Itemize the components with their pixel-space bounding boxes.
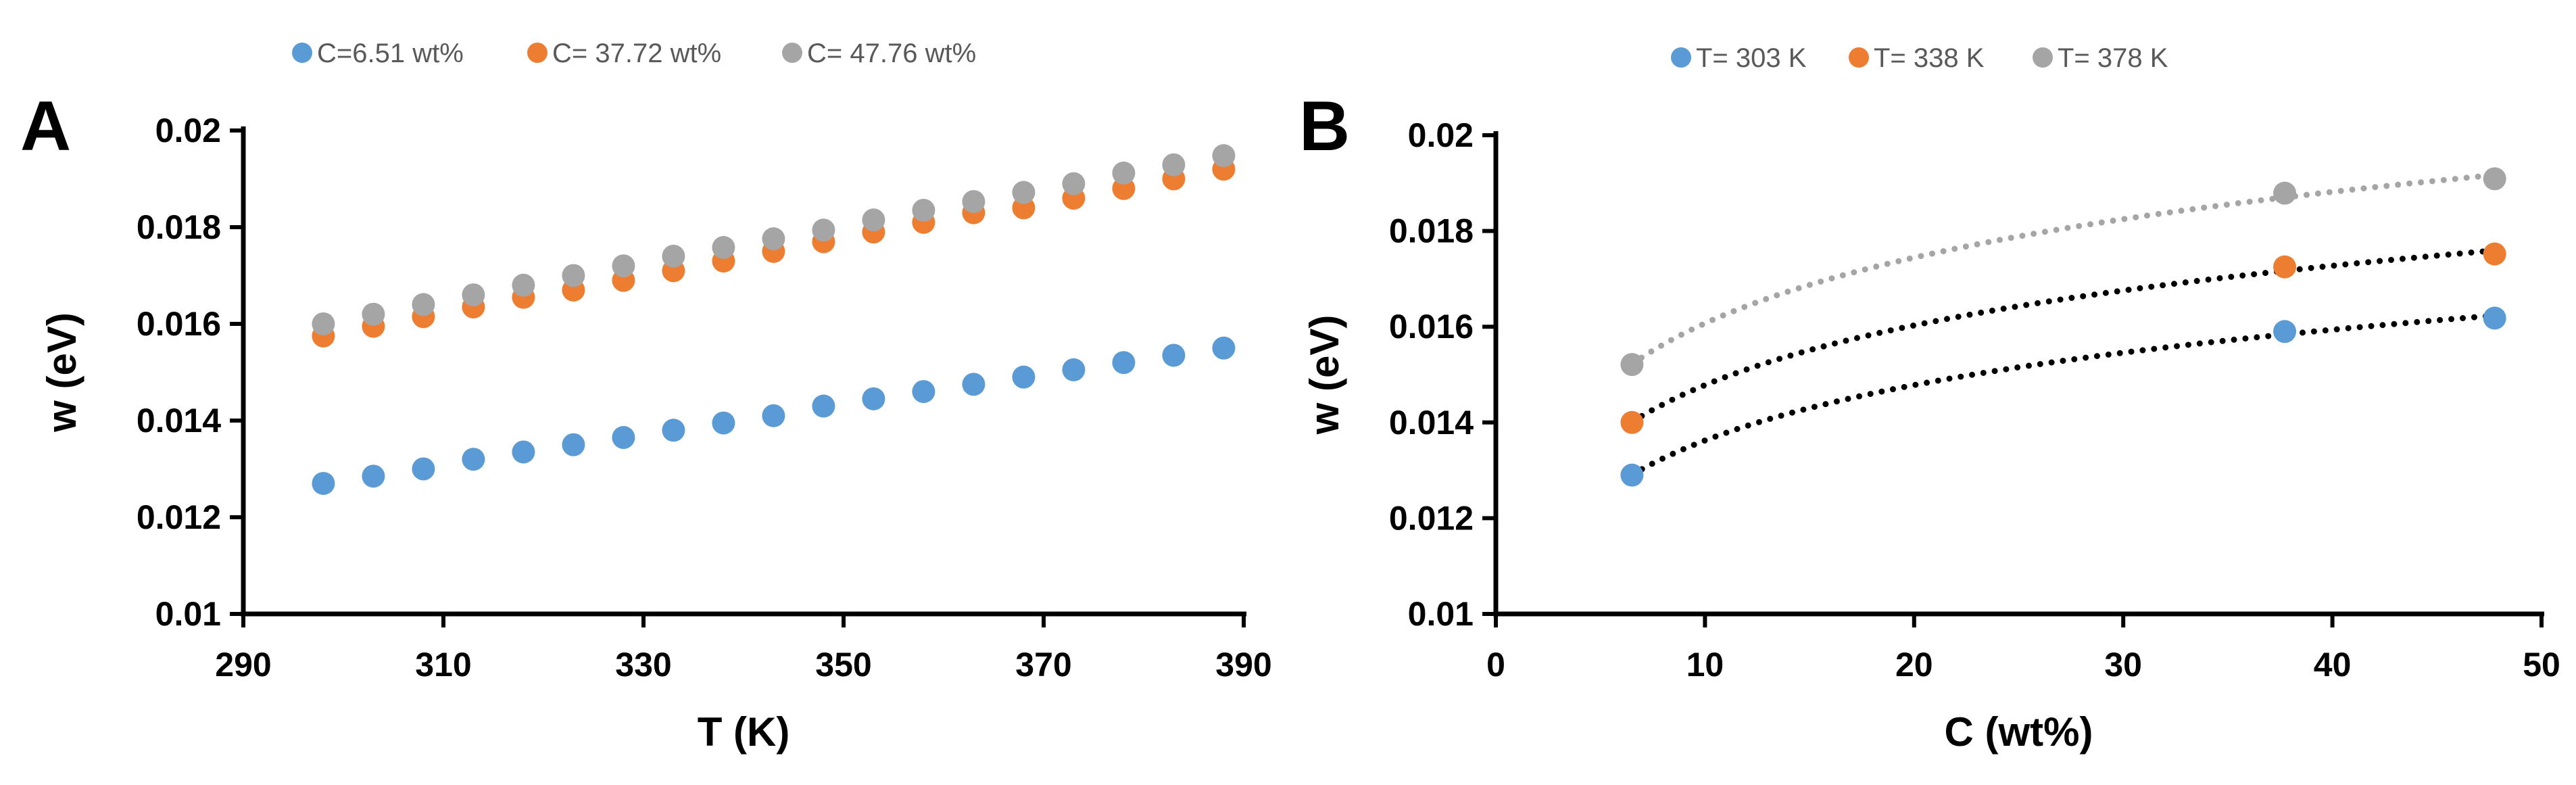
x-tick-label: 30 [2104, 646, 2142, 684]
x-tick-label: 330 [615, 646, 671, 684]
legend-marker-1 [527, 43, 548, 63]
data-point-series-2 [1012, 181, 1036, 204]
data-point-series-2 [762, 227, 785, 251]
data-point-series-0 [1162, 343, 1186, 367]
data-point-series-2 [662, 244, 685, 268]
trendline-2 [1628, 172, 2498, 367]
data-point-series-2 [1112, 161, 1136, 185]
data-point-series-0 [1212, 336, 1236, 360]
legend-marker-2 [782, 43, 802, 63]
x-tick-label: 20 [1895, 646, 1933, 684]
data-point-series-2 [712, 236, 735, 260]
data-point-series-2 [1162, 153, 1186, 176]
data-point-series-0 [312, 471, 335, 495]
x-tick-label: 0 [1486, 646, 1505, 684]
y-tick-label: 0.018 [1389, 212, 1474, 250]
y-tick-label: 0.014 [1389, 404, 1474, 442]
x-tick-label: 350 [815, 646, 871, 684]
legend-label-1: T= 338 K [1874, 43, 1985, 73]
panel-label: B [1299, 87, 1350, 166]
data-point-series-0 [662, 419, 685, 442]
y-axis-title: w (eV) [39, 312, 84, 433]
legend-marker-0 [292, 43, 312, 63]
data-point-series-2 [1062, 172, 1086, 195]
panel-a-temperature-plot: A C=6.51 wt% C= 37.72 wt% C= 47.76 wt% 0.01 0… [20, 39, 1272, 755]
panel-b-concentration-plot: B T= 303 K T= 338 K T= 378 K 0.01 0.012 0.014 0… [1299, 43, 2560, 755]
data-point-series-2 [2273, 181, 2297, 205]
y-tick-label: 0.01 [155, 595, 221, 633]
data-point-series-2 [2483, 167, 2506, 191]
trendline-1 [1628, 247, 2498, 425]
x-axis-title: T (K) [698, 709, 790, 755]
x-tick-label: 310 [415, 646, 471, 684]
x-tick-label: 390 [1215, 646, 1271, 684]
x-tick-label: 370 [1015, 646, 1071, 684]
legend-label-2: C= 47.76 wt% [807, 39, 976, 68]
y-tick-label: 0.012 [1389, 499, 1474, 537]
data-point-series-2 [562, 264, 585, 287]
data-point-series-2 [1620, 353, 1644, 377]
legend-marker-0 [1671, 47, 1691, 68]
x-tick-label: 10 [1686, 646, 1724, 684]
data-point-series-2 [312, 312, 335, 335]
data-point-series-2 [412, 293, 435, 316]
data-point-series-0 [962, 373, 986, 396]
data-point-series-1 [2483, 242, 2506, 266]
x-tick-label: 290 [215, 646, 271, 684]
data-point-series-0 [462, 448, 485, 471]
data-point-series-0 [812, 394, 835, 418]
data-point-series-0 [2483, 306, 2506, 330]
data-point-series-2 [612, 254, 635, 278]
legend-label-0: C=6.51 wt% [317, 39, 464, 68]
panel-label: A [20, 87, 71, 166]
data-point-series-0 [1012, 365, 1036, 389]
data-point-series-2 [862, 208, 885, 232]
data-point-series-0 [412, 457, 435, 481]
y-tick-label: 0.016 [137, 305, 221, 343]
trendline-0 [1628, 312, 2498, 478]
data-point-series-2 [362, 302, 385, 326]
y-tick-label: 0.014 [137, 402, 221, 439]
data-point-series-0 [2273, 320, 2297, 343]
data-point-series-0 [1112, 351, 1136, 375]
legend-label-0: T= 303 K [1696, 43, 1807, 73]
data-point-series-0 [862, 387, 885, 410]
data-point-series-2 [462, 283, 485, 307]
x-tick-label: 40 [2314, 646, 2352, 684]
y-axis-title: w (eV) [1302, 315, 1347, 435]
data-point-series-2 [1212, 144, 1236, 168]
data-point-series-0 [512, 440, 535, 464]
y-tick-label: 0.012 [137, 498, 221, 536]
data-point-series-2 [512, 273, 535, 297]
data-point-series-1 [1620, 410, 1644, 434]
y-tick-label: 0.016 [1389, 308, 1474, 346]
data-point-series-0 [612, 426, 635, 450]
legend-label-1: C= 37.72 wt% [552, 39, 721, 68]
legend-marker-1 [1849, 47, 1869, 68]
legend-label-2: T= 378 K [2058, 43, 2168, 73]
data-point-series-2 [962, 190, 986, 214]
y-tick-label: 0.02 [155, 112, 221, 149]
data-point-series-0 [912, 380, 935, 404]
data-point-series-0 [762, 404, 785, 427]
x-axis-title: C (wt%) [1945, 709, 2093, 755]
data-point-series-0 [1620, 463, 1644, 487]
data-point-series-0 [562, 433, 585, 456]
legend-marker-2 [2033, 47, 2053, 68]
data-point-series-2 [812, 218, 835, 242]
y-tick-label: 0.018 [137, 208, 221, 246]
x-tick-label: 50 [2523, 646, 2560, 684]
data-point-series-1 [2273, 255, 2297, 279]
data-point-series-0 [362, 465, 385, 488]
data-point-series-0 [1062, 358, 1086, 381]
y-tick-label: 0.02 [1408, 116, 1474, 154]
data-point-series-2 [912, 198, 935, 222]
data-point-series-0 [712, 411, 735, 435]
y-tick-label: 0.01 [1408, 595, 1474, 633]
